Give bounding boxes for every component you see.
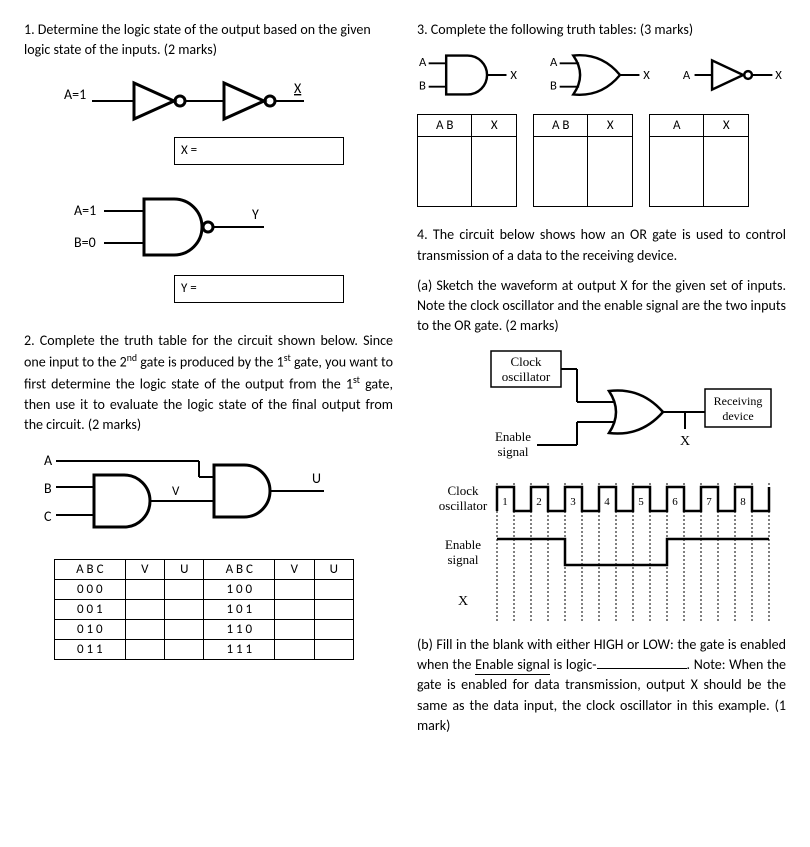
svg-text:A: A [44, 452, 53, 469]
svg-text:6: 6 [672, 496, 678, 508]
svg-text:C: C [44, 508, 52, 525]
svg-text:X: X [458, 594, 468, 609]
not-gate-icon: A X [679, 50, 786, 100]
svg-text:U: U [312, 470, 321, 487]
svg-text:X: X [510, 68, 517, 83]
svg-text:A=1: A=1 [74, 202, 96, 219]
svg-text:Clock: Clock [510, 354, 542, 369]
svg-text:2: 2 [536, 496, 542, 508]
or-gate-icon: A B X [548, 50, 655, 100]
svg-text:Clock: Clock [447, 483, 479, 498]
svg-text:V: V [172, 484, 180, 499]
svg-text:Y: Y [252, 206, 259, 223]
q1-x-label: X = [181, 143, 197, 158]
q3-tables: A BX A BX AX [417, 114, 786, 207]
q1-prompt: 1. Determine the logic state of the outp… [24, 20, 393, 61]
svg-text:X: X [643, 68, 650, 83]
svg-text:Receiving: Receiving [714, 394, 763, 408]
svg-text:A: A [419, 56, 427, 71]
q3-table-not[interactable]: AX [649, 114, 749, 207]
svg-text:4: 4 [604, 496, 610, 508]
svg-text:X: X [775, 68, 782, 83]
svg-text:oscillator: oscillator [502, 369, 551, 384]
q1-answer-y[interactable]: Y = [174, 275, 344, 303]
svg-text:X: X [294, 80, 302, 97]
q4-prompt: 4. The circuit below shows how an OR gat… [417, 225, 786, 266]
q3-prompt: 3. Complete the following truth tables: … [417, 20, 786, 40]
svg-text:B: B [44, 480, 52, 497]
svg-text:B: B [550, 79, 557, 94]
q4-timing-diagram: Clock oscillator Enable signal X [417, 477, 777, 627]
q4-a: (a) Sketch the waveform at output X for … [417, 276, 786, 337]
q1-circuit-1: A=1 X [24, 71, 324, 131]
svg-text:B: B [419, 79, 426, 94]
svg-text:Enable: Enable [445, 537, 481, 552]
q4-block-diagram: Clock oscillator Enable signal X Receivi… [417, 347, 777, 477]
svg-text:1: 1 [502, 496, 508, 508]
right-column: 3. Complete the following truth tables: … [417, 20, 786, 746]
q1-circuit-2: A=1 B=0 Y [24, 189, 324, 269]
q3-table-and[interactable]: A BX [417, 114, 517, 207]
and-gate-icon: A B X [417, 50, 524, 100]
svg-text:A=1: A=1 [64, 86, 86, 103]
left-column: 1. Determine the logic state of the outp… [24, 20, 393, 746]
svg-text:signal: signal [447, 552, 478, 567]
q2-circuit: A B C V U [24, 445, 364, 545]
svg-text:Enable: Enable [495, 429, 531, 444]
svg-text:A: A [683, 68, 691, 83]
svg-text:oscillator: oscillator [439, 498, 488, 513]
q1-answer-x[interactable]: X = [174, 137, 344, 165]
q2-prompt: 2. Complete the truth table for the circ… [24, 331, 393, 436]
svg-text:device: device [722, 409, 753, 423]
q1-y-label: Y = [181, 281, 197, 296]
q2-truth-table: A B C V U A B C V U 0 0 01 0 0 0 0 11 0 … [54, 559, 354, 660]
q4-b: (b) Fill in the blank with either HIGH o… [417, 635, 786, 736]
svg-text:5: 5 [638, 496, 644, 508]
svg-text:B=0: B=0 [74, 234, 96, 251]
svg-text:X: X [680, 434, 690, 449]
svg-text:8: 8 [740, 496, 746, 508]
q3-table-or[interactable]: A BX [533, 114, 633, 207]
svg-text:3: 3 [570, 496, 576, 508]
svg-text:7: 7 [706, 496, 712, 508]
q3-gates-row: A B X A B X A X [417, 50, 786, 100]
svg-text:signal: signal [497, 444, 528, 459]
svg-text:A: A [550, 56, 558, 71]
q4-blank[interactable] [597, 656, 687, 669]
